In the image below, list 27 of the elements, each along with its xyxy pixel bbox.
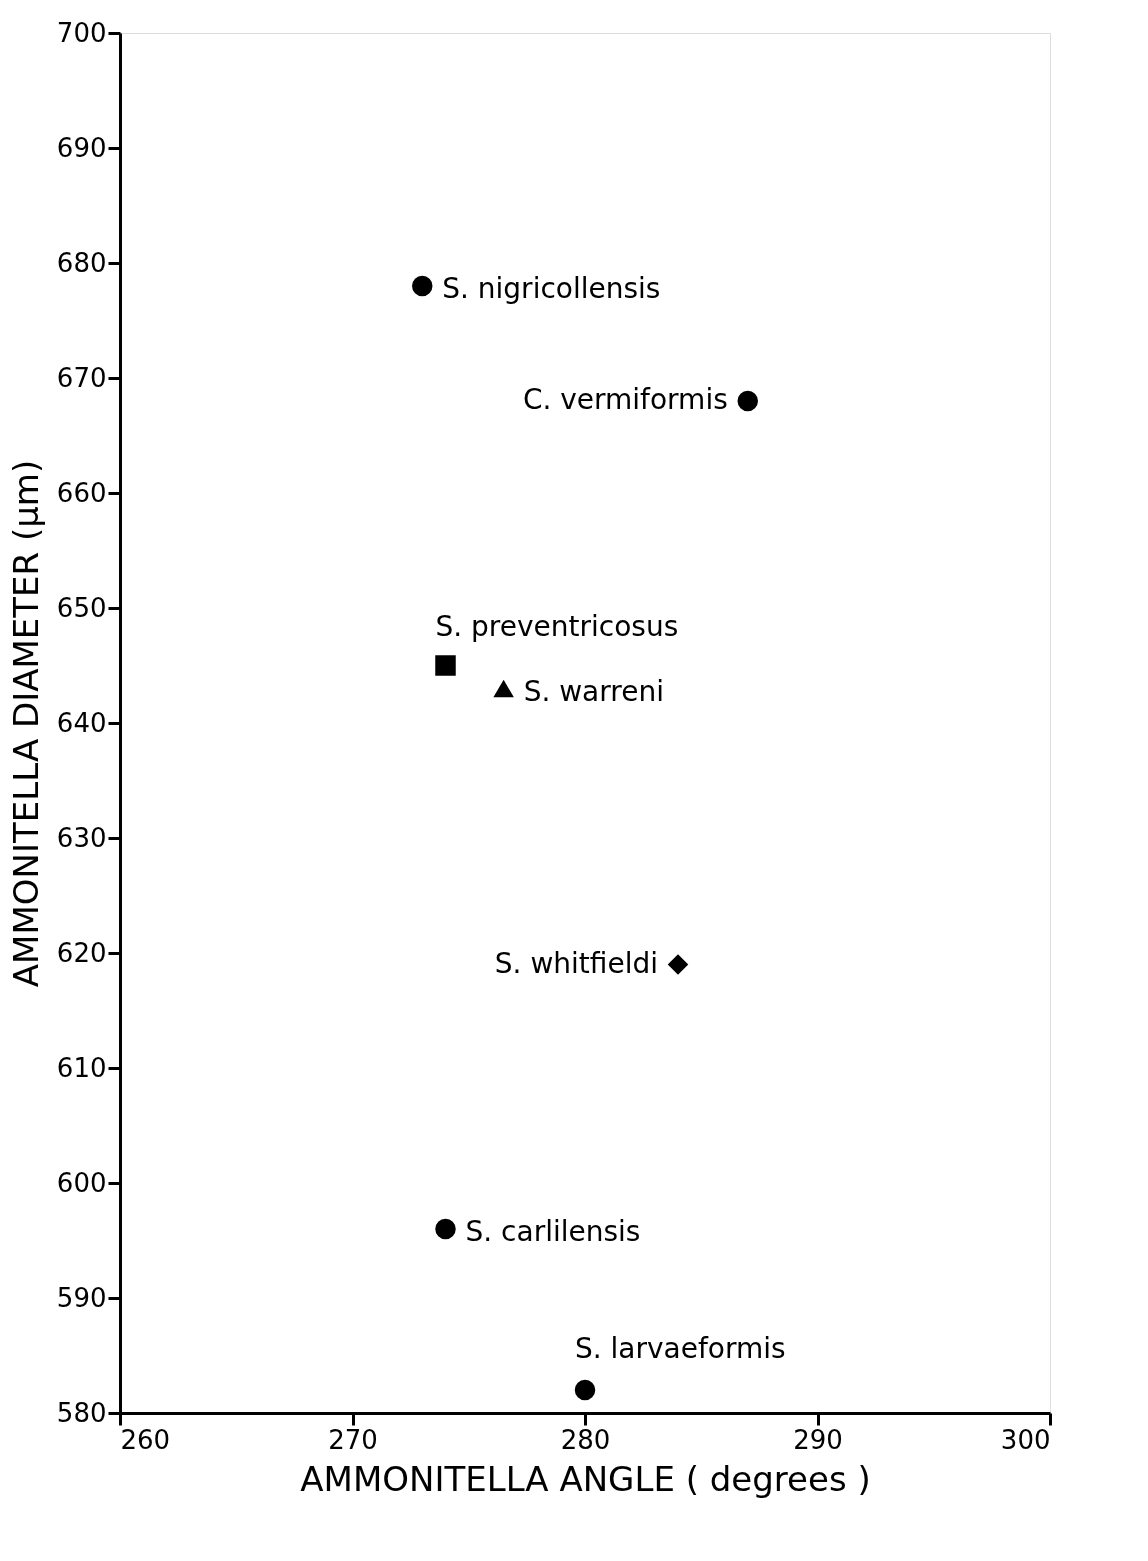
y-tick-label: 690 xyxy=(56,132,107,163)
x-tick-label: 300 xyxy=(1000,1424,1051,1455)
y-tick-label: 590 xyxy=(56,1282,107,1313)
y-tick-label: 700 xyxy=(56,17,107,48)
y-tick-label: 610 xyxy=(56,1052,107,1083)
x-tick-label: 290 xyxy=(793,1424,843,1455)
y-tick-label: 650 xyxy=(56,592,107,623)
series-label: C. vermiformis xyxy=(522,383,728,416)
series-label: S. warreni xyxy=(523,674,664,708)
y-tick-label: 670 xyxy=(56,362,107,393)
series-label: S. carlilensis xyxy=(465,1215,641,1248)
y-tick-label: 620 xyxy=(56,937,107,968)
y-tick-label: 660 xyxy=(56,477,107,508)
x-tick-label: 270 xyxy=(328,1424,378,1455)
y-tick-label: 640 xyxy=(56,707,107,738)
y-tick-label: 600 xyxy=(56,1167,107,1198)
series-label: S. preventricosus xyxy=(435,609,679,643)
x-tick-label: 280 xyxy=(560,1424,611,1455)
y-axis-title: AMMONITELLA DIAMETER (μm) xyxy=(5,459,46,988)
y-tick-label: 630 xyxy=(56,822,107,853)
x-tick-label: 260 xyxy=(120,1424,171,1455)
x-axis-title: AMMONITELLA ANGLE ( degrees ) xyxy=(300,1458,871,1499)
series-label: S. nigricollensis xyxy=(442,272,661,305)
series-label: S. whitfieldi xyxy=(494,946,658,980)
y-tick-label: 680 xyxy=(56,247,107,278)
y-tick-label: 580 xyxy=(56,1397,107,1428)
series-label: S. larvaeformis xyxy=(575,1332,786,1365)
